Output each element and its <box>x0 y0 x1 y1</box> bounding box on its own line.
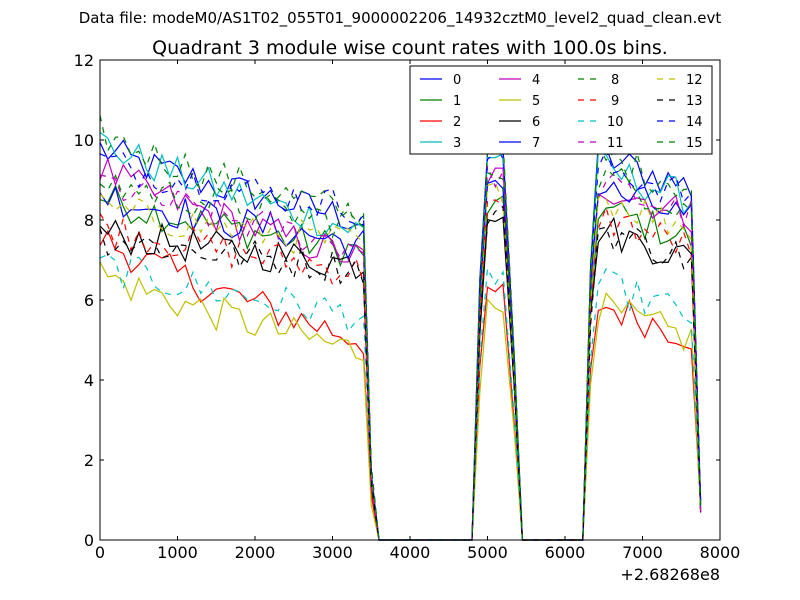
legend-label-8: 8 <box>611 73 619 88</box>
x-tick-label: 8000 <box>700 543 741 562</box>
legend-label-11: 11 <box>607 136 624 151</box>
series-line-0 <box>99 139 702 541</box>
series-line-14 <box>99 147 702 541</box>
y-tick-label: 2 <box>84 451 94 470</box>
legend-label-9: 9 <box>611 94 619 109</box>
legend-label-14: 14 <box>686 115 703 130</box>
x-tick-label: 6000 <box>545 543 586 562</box>
legend-label-4: 4 <box>532 73 540 88</box>
legend-label-1: 1 <box>453 94 461 109</box>
x-tick-label: 0 <box>95 543 105 562</box>
legend-label-2: 2 <box>453 115 461 130</box>
legend-label-0: 0 <box>453 73 461 88</box>
y-tick-label: 0 <box>84 531 94 550</box>
series-line-10 <box>99 253 702 541</box>
ticks-layer: 0 1000 2000 3000 4000 5000 6000 7000 80000246810… <box>74 51 741 562</box>
series-line-11 <box>99 165 702 541</box>
legend-label-13: 13 <box>686 94 703 109</box>
x-tick-label: 1000 <box>157 543 198 562</box>
series-line-5 <box>99 261 702 541</box>
x-tick-label: 7000 <box>622 543 663 562</box>
series-line-13 <box>99 205 702 541</box>
legend-label-5: 5 <box>532 94 540 109</box>
x-tick-label: 3000 <box>312 543 353 562</box>
x-tick-label: 5000 <box>467 543 508 562</box>
series-line-3 <box>99 131 702 541</box>
series-line-15 <box>99 167 702 541</box>
figure-suptitle: Data file: modeM0/AS1T02_055T01_90000022… <box>78 9 722 27</box>
y-tick-label: 8 <box>84 211 94 230</box>
x-tick-label: 4000 <box>390 543 431 562</box>
y-tick-label: 10 <box>74 131 94 150</box>
legend-label-6: 6 <box>532 115 540 130</box>
y-tick-label: 4 <box>84 371 94 390</box>
series-line-12 <box>99 181 702 541</box>
y-tick-label: 12 <box>74 51 94 70</box>
legend-label-15: 15 <box>686 136 703 151</box>
legend-label-7: 7 <box>532 136 540 151</box>
x-tick-label: 2000 <box>235 543 276 562</box>
chart-title: Quadrant 3 module wise count rates with … <box>152 37 668 59</box>
legend-label-10: 10 <box>607 115 624 130</box>
series-line-8 <box>99 115 702 541</box>
series-layer <box>99 115 702 541</box>
y-tick-label: 6 <box>84 291 94 310</box>
legend-label-12: 12 <box>686 73 703 88</box>
legend-label-3: 3 <box>453 136 461 151</box>
series-line-7 <box>99 179 702 541</box>
x-offset-label: +2.68268e8 <box>620 565 720 584</box>
series-line-9 <box>99 199 702 541</box>
series-line-2 <box>99 229 702 541</box>
series-line-4 <box>99 157 702 541</box>
legend-box <box>409 65 713 155</box>
